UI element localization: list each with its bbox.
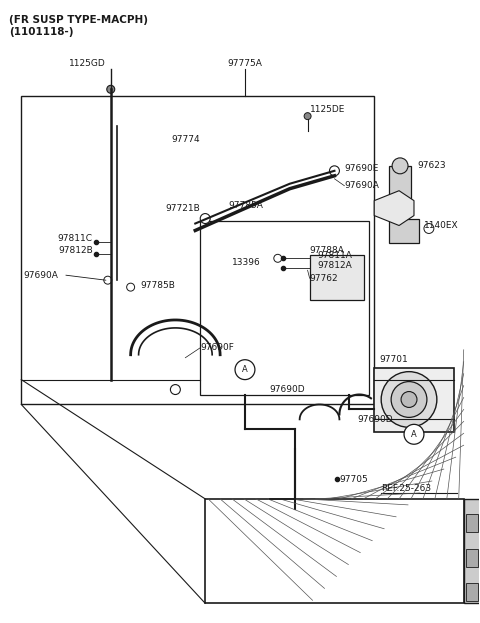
Text: 1125DE: 1125DE [310, 105, 345, 113]
Bar [466, 514, 478, 531]
Text: 97690D: 97690D [357, 415, 393, 424]
Text: REF.25-263: REF.25-263 [381, 485, 432, 493]
Bar [21, 96, 374, 404]
Text: (FR SUSP TYPE-MACPH): (FR SUSP TYPE-MACPH) [9, 15, 148, 25]
Text: 97690F: 97690F [200, 343, 234, 352]
Circle shape [235, 359, 255, 379]
Bar [389, 166, 411, 206]
Text: 97775A: 97775A [228, 59, 263, 68]
Circle shape [127, 283, 134, 291]
Text: A: A [411, 430, 417, 439]
Text: 1140EX: 1140EX [424, 221, 458, 230]
Text: A: A [242, 365, 248, 374]
Text: (1101118-): (1101118-) [9, 27, 74, 37]
Text: 97812A: 97812A [318, 261, 352, 270]
Bar [464, 499, 480, 603]
Text: 97690E: 97690E [344, 164, 379, 173]
Bar [466, 549, 478, 566]
Circle shape [104, 276, 112, 284]
Bar [205, 499, 464, 603]
Bar [389, 219, 419, 244]
Bar [200, 221, 369, 394]
Circle shape [329, 166, 339, 176]
Text: 97690D: 97690D [270, 385, 305, 394]
Circle shape [392, 158, 408, 174]
Text: 97812B: 97812B [58, 246, 93, 255]
Text: 97701: 97701 [379, 355, 408, 364]
Bar [374, 368, 454, 432]
Text: 97785B: 97785B [141, 280, 176, 290]
Text: 97788A: 97788A [310, 246, 345, 255]
Text: 97690A: 97690A [23, 271, 58, 280]
Text: 97811A: 97811A [318, 251, 352, 260]
Text: 1125GD: 1125GD [69, 59, 106, 68]
Text: 97785A: 97785A [228, 201, 263, 210]
Circle shape [170, 384, 180, 394]
Circle shape [200, 214, 210, 224]
Circle shape [391, 382, 427, 417]
Text: 97762: 97762 [310, 273, 338, 283]
Circle shape [274, 254, 282, 262]
Text: 97811C: 97811C [58, 234, 93, 243]
Text: 13396: 13396 [232, 258, 261, 267]
Bar [310, 255, 364, 300]
Text: 97721B: 97721B [166, 204, 200, 213]
Text: 97705: 97705 [339, 475, 368, 483]
Circle shape [107, 85, 115, 93]
Text: 97774: 97774 [171, 135, 200, 143]
Circle shape [381, 372, 437, 427]
Circle shape [401, 391, 417, 407]
Polygon shape [374, 191, 414, 226]
Circle shape [304, 113, 311, 120]
Bar [466, 583, 478, 601]
Text: 97690A: 97690A [344, 181, 379, 190]
Circle shape [404, 424, 424, 444]
Circle shape [424, 224, 434, 234]
Text: 97623: 97623 [417, 161, 445, 170]
